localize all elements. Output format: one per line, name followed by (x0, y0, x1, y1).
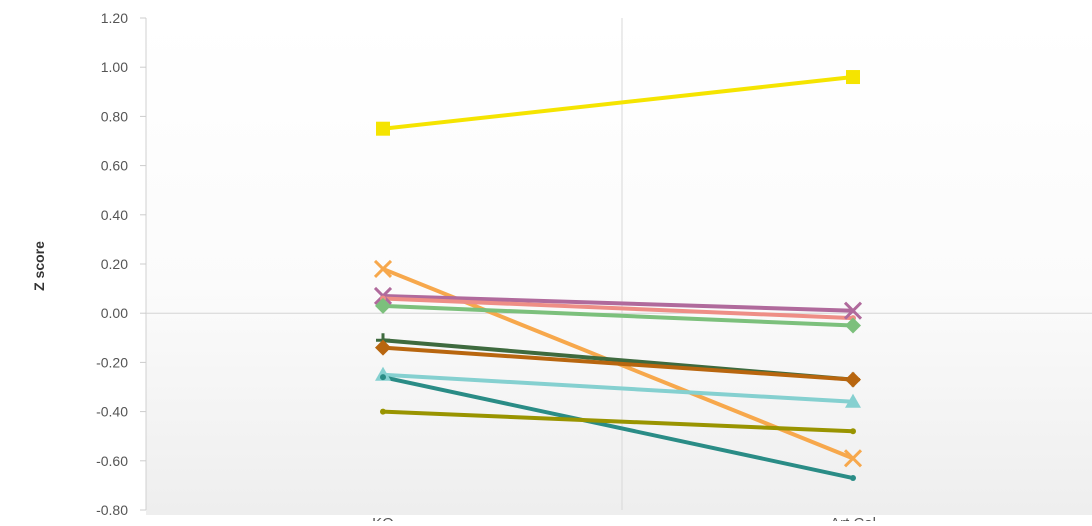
data-point (380, 374, 386, 381)
y-tick-label: 0.80 (101, 108, 128, 124)
data-point (845, 371, 861, 388)
data-point (375, 339, 391, 356)
plot-background (146, 18, 1092, 515)
x-tick-label: Art Cal (830, 515, 876, 521)
series-group (381, 75, 855, 481)
marker-group (373, 70, 863, 482)
series-line (381, 409, 855, 434)
y-tick-label: -0.60 (96, 453, 128, 469)
data-point (843, 301, 863, 320)
y-tick-label: -0.40 (96, 404, 128, 420)
data-point (843, 449, 863, 468)
data-point (376, 121, 390, 136)
series-line (381, 345, 855, 382)
y-tick-label: 0.00 (101, 305, 128, 321)
series-line (381, 375, 855, 481)
data-point (845, 393, 861, 408)
series-line (381, 372, 855, 404)
series-line (381, 293, 855, 313)
y-tick-label: -0.80 (96, 502, 128, 518)
y-axis-label: Z score (31, 241, 47, 291)
y-tick-label: 0.20 (101, 256, 128, 272)
data-point (380, 408, 386, 415)
data-point (850, 428, 856, 435)
y-tick-label: 1.20 (101, 10, 128, 26)
y-tick-label: -0.20 (96, 354, 128, 370)
series-line (381, 303, 855, 328)
series-line (381, 296, 855, 321)
y-tick-label: 0.40 (101, 207, 128, 223)
data-point (373, 259, 393, 278)
data-point (850, 475, 856, 482)
data-point (375, 366, 391, 381)
x-tick-label: KO (372, 515, 394, 521)
y-tick-label: 1.00 (101, 59, 128, 75)
data-point (846, 70, 860, 85)
data-point (375, 297, 391, 314)
series-line (381, 75, 855, 131)
y-tick-label: 0.60 (101, 158, 128, 174)
data-point (845, 317, 861, 334)
